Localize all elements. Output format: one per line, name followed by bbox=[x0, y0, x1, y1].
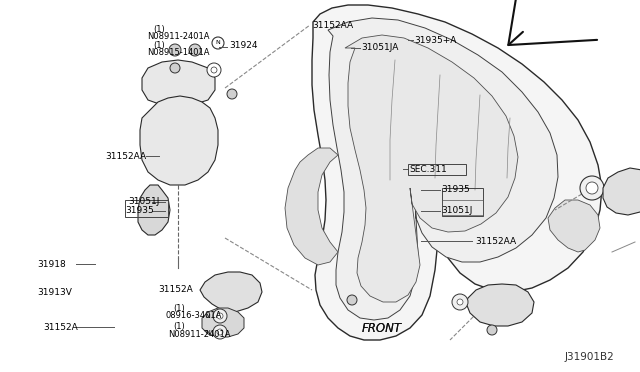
Circle shape bbox=[227, 89, 237, 99]
Bar bbox=[408, 164, 466, 175]
Circle shape bbox=[217, 313, 223, 319]
Polygon shape bbox=[285, 148, 338, 265]
Bar bbox=[442, 200, 483, 215]
Text: 31152AA: 31152AA bbox=[312, 21, 353, 30]
Text: 31913V: 31913V bbox=[37, 288, 72, 296]
Text: N: N bbox=[205, 314, 211, 318]
Polygon shape bbox=[200, 272, 262, 312]
Text: 31051J: 31051J bbox=[442, 206, 473, 215]
Circle shape bbox=[169, 44, 181, 56]
Text: J31901B2: J31901B2 bbox=[564, 352, 614, 362]
Polygon shape bbox=[140, 96, 218, 185]
Polygon shape bbox=[328, 18, 558, 320]
Polygon shape bbox=[142, 60, 215, 107]
Polygon shape bbox=[548, 200, 600, 252]
Polygon shape bbox=[312, 5, 602, 340]
Text: 31051JA: 31051JA bbox=[362, 43, 399, 52]
Text: SEC.311: SEC.311 bbox=[410, 165, 447, 174]
Circle shape bbox=[213, 325, 227, 339]
Text: (1): (1) bbox=[173, 322, 184, 331]
Text: 31152AA: 31152AA bbox=[475, 237, 516, 246]
Text: 31152AA: 31152AA bbox=[106, 152, 147, 161]
Text: 31918: 31918 bbox=[37, 260, 66, 269]
Polygon shape bbox=[345, 35, 518, 302]
Polygon shape bbox=[603, 168, 640, 215]
Text: 31152A: 31152A bbox=[44, 323, 78, 332]
Circle shape bbox=[212, 37, 224, 49]
Circle shape bbox=[347, 295, 357, 305]
Text: 31935: 31935 bbox=[125, 206, 154, 215]
Text: N08915-1401A: N08915-1401A bbox=[147, 48, 210, 57]
Text: FRONT: FRONT bbox=[362, 322, 402, 334]
Circle shape bbox=[586, 182, 598, 194]
Circle shape bbox=[170, 63, 180, 73]
Text: FRONT: FRONT bbox=[362, 322, 402, 334]
Polygon shape bbox=[138, 185, 170, 235]
Circle shape bbox=[487, 325, 497, 335]
Text: 31051J: 31051J bbox=[128, 198, 159, 206]
Polygon shape bbox=[202, 308, 244, 337]
Bar bbox=[442, 188, 483, 216]
Polygon shape bbox=[466, 284, 534, 326]
Bar bbox=[125, 200, 168, 217]
Circle shape bbox=[452, 294, 468, 310]
Text: 31935+A: 31935+A bbox=[415, 36, 457, 45]
Text: N: N bbox=[216, 41, 220, 45]
Circle shape bbox=[189, 44, 201, 56]
Text: (1): (1) bbox=[173, 304, 184, 312]
Text: 31924: 31924 bbox=[229, 41, 258, 50]
Text: (1): (1) bbox=[154, 25, 165, 33]
Text: N: N bbox=[205, 330, 211, 334]
Circle shape bbox=[580, 176, 604, 200]
Circle shape bbox=[213, 309, 227, 323]
Circle shape bbox=[211, 67, 217, 73]
Text: 08916-3401A: 08916-3401A bbox=[165, 311, 221, 320]
Text: N08911-2401A: N08911-2401A bbox=[168, 330, 230, 339]
Text: 31935: 31935 bbox=[442, 185, 470, 194]
Circle shape bbox=[207, 63, 221, 77]
Text: 31152A: 31152A bbox=[159, 285, 193, 294]
Text: (1): (1) bbox=[154, 41, 165, 50]
Text: N08911-2401A: N08911-2401A bbox=[147, 32, 210, 41]
Circle shape bbox=[457, 299, 463, 305]
Circle shape bbox=[217, 329, 223, 335]
